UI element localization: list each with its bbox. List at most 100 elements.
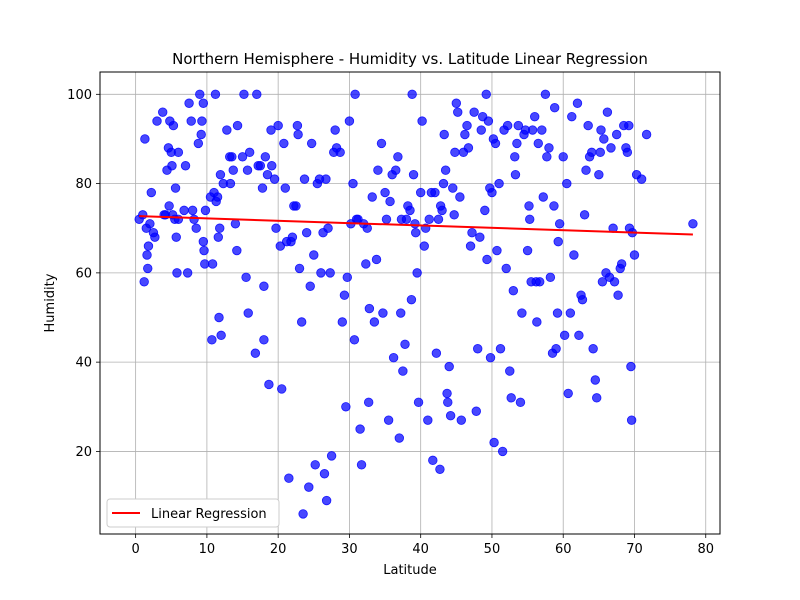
data-point [538, 192, 548, 202]
x-axis-title: Latitude [383, 563, 437, 578]
data-point [428, 455, 438, 466]
data-point [456, 415, 467, 425]
data-point [419, 241, 429, 251]
data-point [602, 107, 613, 117]
data-point [284, 473, 294, 483]
data-point [321, 495, 332, 506]
data-point [522, 245, 533, 256]
data-point [232, 245, 242, 256]
data-point [475, 232, 485, 242]
data-point [230, 219, 241, 229]
data-point [512, 138, 522, 149]
data-point [469, 107, 479, 117]
data-point [260, 152, 271, 162]
data-point [515, 397, 526, 408]
data-point [250, 348, 261, 358]
data-point [373, 165, 383, 175]
data-point [616, 259, 627, 269]
data-point [292, 120, 303, 131]
data-point [139, 277, 149, 287]
data-point [636, 174, 647, 184]
x-tick-label: 70 [626, 542, 643, 557]
data-point [323, 223, 333, 233]
data-point [189, 214, 199, 225]
data-point [391, 165, 401, 175]
data-point [579, 210, 590, 220]
data-point [291, 201, 301, 211]
y-tick-label: 60 [75, 266, 92, 281]
data-point [439, 129, 449, 140]
data-point [596, 125, 606, 135]
data-point [213, 232, 224, 242]
data-point [540, 89, 551, 100]
data-point [146, 187, 157, 198]
data-point [330, 125, 340, 135]
data-point [310, 460, 320, 470]
data-point [306, 138, 317, 149]
x-tick-label: 50 [484, 542, 501, 557]
data-point [376, 138, 387, 149]
x-tick-label: 40 [412, 542, 429, 557]
data-point [364, 303, 375, 314]
data-point [321, 174, 331, 184]
data-point [172, 268, 182, 278]
data-point [487, 187, 497, 198]
data-point [527, 125, 538, 135]
data-point [587, 147, 597, 158]
data-point [262, 169, 273, 180]
data-point [592, 393, 602, 403]
data-point [626, 361, 636, 372]
data-point [228, 165, 238, 175]
data-point [369, 317, 380, 327]
data-point [227, 152, 237, 162]
data-point [415, 187, 426, 198]
data-point [553, 236, 563, 247]
data-point [140, 134, 150, 144]
data-point [577, 294, 588, 305]
data-point [405, 205, 415, 216]
data-point [567, 111, 577, 122]
data-point [533, 138, 543, 149]
data-point [337, 317, 348, 327]
data-point [563, 388, 573, 399]
data-point [200, 205, 211, 216]
data-point [417, 116, 427, 126]
data-point [490, 138, 501, 149]
data-point [453, 107, 463, 117]
data-point [599, 134, 609, 144]
data-point [325, 268, 335, 278]
data-point [187, 205, 198, 216]
data-point [497, 446, 508, 457]
data-point [565, 308, 576, 318]
data-point [171, 232, 181, 242]
data-point [142, 250, 152, 260]
data-point [476, 125, 486, 135]
data-point [495, 344, 506, 354]
data-point [275, 241, 286, 251]
data-point [215, 169, 226, 180]
data-point [480, 205, 490, 216]
data-point [381, 214, 392, 225]
data-point [449, 210, 459, 220]
axis-ticks: 0 10 20 30 40 50 60 70 80 20 40 60 80 100 [67, 88, 714, 557]
data-point [583, 120, 593, 131]
data-point [198, 236, 209, 247]
data-point [455, 192, 465, 202]
data-point [551, 344, 561, 354]
data-point [173, 214, 184, 225]
data-point [143, 263, 153, 274]
data-point [530, 111, 540, 122]
chart-title: Northern Hemisphere - Humidity vs. Latit… [172, 50, 648, 68]
legend: Linear Regression [106, 498, 280, 528]
data-point [138, 210, 148, 220]
data-point [214, 312, 224, 323]
regression-line [139, 215, 693, 236]
data-point [549, 103, 560, 113]
data-point [448, 183, 458, 193]
data-point [252, 89, 262, 100]
data-point [170, 183, 181, 193]
data-point [215, 223, 225, 233]
data-point [199, 245, 209, 256]
data-point [406, 294, 417, 305]
data-point [363, 397, 374, 408]
